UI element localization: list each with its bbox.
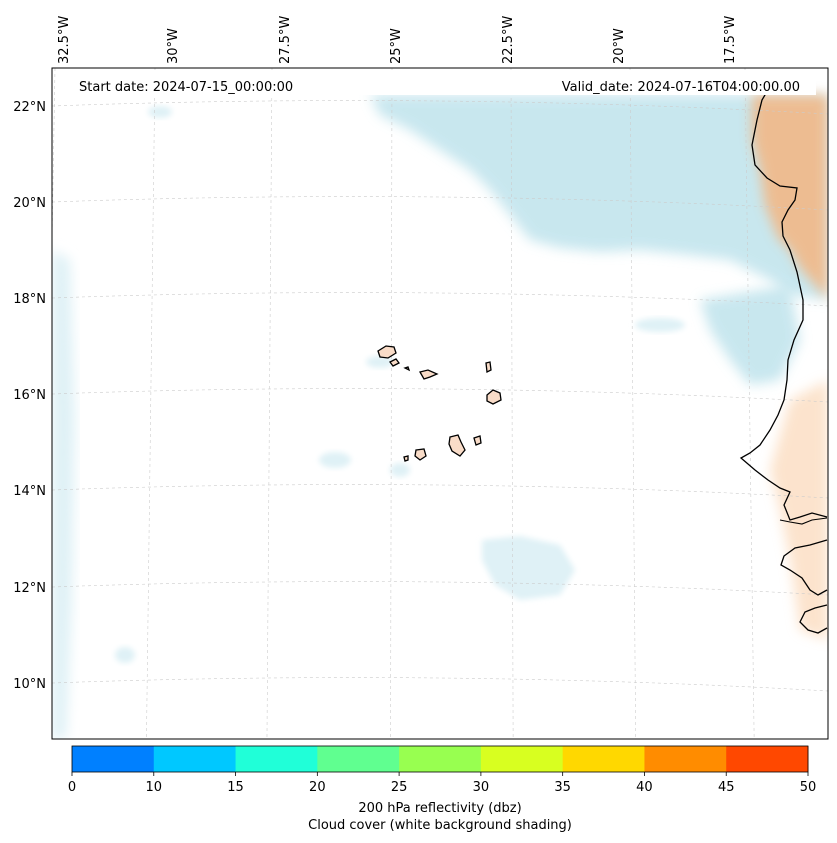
meridian-line xyxy=(744,68,755,739)
coastline-africa xyxy=(739,87,828,634)
cloud-patch xyxy=(390,463,410,477)
graticule xyxy=(52,68,828,739)
colorbar-tick-label: 25 xyxy=(391,780,408,795)
island-santo-antao xyxy=(377,345,397,359)
lat-label: 12°N xyxy=(13,581,46,596)
cape-verde-islands xyxy=(377,345,502,462)
parallel-line xyxy=(52,292,828,307)
colorbar-segment xyxy=(644,746,727,772)
colorbar-tick-label: 30 xyxy=(473,780,490,795)
header-band xyxy=(58,70,816,95)
meridian-line xyxy=(266,68,273,739)
lon-label: 25°W xyxy=(389,28,404,64)
cloud-patch xyxy=(366,356,394,368)
colorbar-segment xyxy=(235,746,318,772)
colorbar-label-line1: 200 hPa reflectivity (dbz) xyxy=(358,801,522,816)
colorbar-segment xyxy=(72,746,155,772)
parallel-line xyxy=(52,677,828,692)
cloud-region-west-strip xyxy=(52,250,75,739)
island-maio xyxy=(473,435,482,446)
cloud-region-north xyxy=(370,95,828,300)
cloud-patch xyxy=(635,318,685,332)
lat-label: 22°N xyxy=(13,100,46,115)
lat-label: 14°N xyxy=(13,484,46,499)
colorbar-frame xyxy=(71,745,809,773)
meridian-line xyxy=(390,68,393,739)
colorbar-tick-label: 10 xyxy=(146,780,163,795)
cloud-patch xyxy=(115,647,135,663)
valid-date-label: Valid_date: 2024-07-16T04:00:00.00 xyxy=(562,80,800,95)
cloud-patch xyxy=(148,106,172,118)
colorbar-tick-label: 0 xyxy=(68,780,76,795)
meridian-line xyxy=(510,68,514,739)
coastline-river-gambia xyxy=(779,517,828,525)
colorbar-tick-label: 20 xyxy=(309,780,326,795)
island-sao-vicente xyxy=(389,358,400,367)
colorbar-segment xyxy=(399,746,482,772)
cloud-region-east xyxy=(700,285,800,385)
lat-label: 20°N xyxy=(13,196,46,211)
latitude-labels: 22°N 20°N 18°N 16°N 14°N 12°N 10°N xyxy=(13,100,46,692)
parallel-line xyxy=(52,581,828,596)
lon-label: 17.5°W xyxy=(723,16,738,64)
parallel-line xyxy=(52,388,828,403)
lon-label: 27.5°W xyxy=(278,16,293,64)
colorbar-tick-label: 45 xyxy=(718,780,735,795)
colorbar-segment xyxy=(317,746,400,772)
colorbar-tick-label: 35 xyxy=(554,780,571,795)
lat-label: 10°N xyxy=(13,677,46,692)
island-boa-vista xyxy=(486,389,502,405)
island-santiago xyxy=(448,434,466,457)
map-frame xyxy=(51,67,829,740)
parallel-line xyxy=(52,196,828,211)
colorbar: 0 10 15 20 25 30 35 40 45 50 xyxy=(68,745,817,795)
colorbar-segment xyxy=(153,746,237,772)
meridian-line xyxy=(146,68,156,739)
colorbar-segment xyxy=(726,746,809,772)
island-fogo xyxy=(414,448,427,461)
meridian-line xyxy=(629,68,636,739)
colorbar-segment xyxy=(562,746,645,772)
island-santa-luzia xyxy=(403,366,411,372)
lon-label: 30°W xyxy=(166,28,181,64)
map-content xyxy=(52,68,828,739)
reflectivity-land-orange xyxy=(752,95,828,300)
cloud-shading xyxy=(52,95,828,739)
colorbar-tick-label: 15 xyxy=(227,780,244,795)
island-brava xyxy=(403,455,409,462)
lon-label: 20°W xyxy=(612,28,627,64)
longitude-labels: 32.5°W 30°W 27.5°W 25°W 22.5°W 20°W 17.5… xyxy=(57,16,738,64)
parallel-line xyxy=(52,484,828,499)
lat-label: 18°N xyxy=(13,292,46,307)
lat-label: 16°N xyxy=(13,388,46,403)
colorbar-tick-label: 40 xyxy=(636,780,653,795)
island-sal xyxy=(485,361,492,373)
start-date-label: Start date: 2024-07-15_00:00:00 xyxy=(79,80,293,95)
parallel-line xyxy=(52,100,828,115)
colorbar-tick-label: 50 xyxy=(800,780,817,795)
cloud-patch xyxy=(319,452,351,468)
lon-label: 22.5°W xyxy=(501,16,516,64)
colorbar-segment xyxy=(480,746,564,772)
reflectivity-land-light xyxy=(770,380,828,640)
colorbar-label-line2: Cloud cover (white background shading) xyxy=(308,818,572,833)
lon-label: 32.5°W xyxy=(57,16,72,64)
island-sao-nicolau xyxy=(419,369,439,380)
